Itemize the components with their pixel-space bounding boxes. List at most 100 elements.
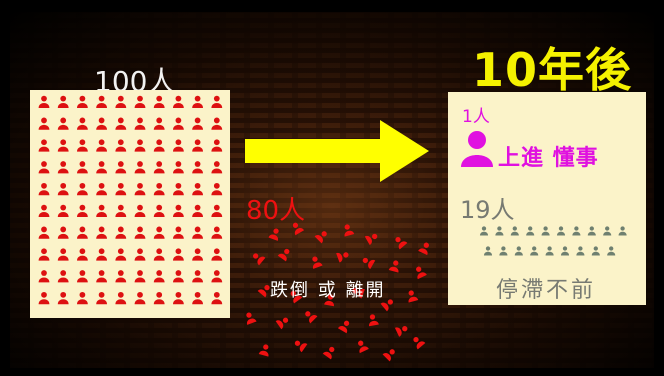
person-icon — [369, 314, 379, 327]
person-icon — [305, 311, 318, 324]
person-icon — [153, 117, 165, 130]
person-icon — [153, 226, 165, 239]
left-behind-caption: 跌倒 或 離開 — [270, 280, 386, 301]
person-icon — [77, 291, 88, 305]
person-icon — [57, 226, 69, 239]
middle-count-label: 19人 — [460, 196, 515, 224]
person-icon — [77, 161, 88, 174]
person-icon — [57, 291, 69, 305]
person-icon — [275, 317, 289, 330]
person-icon — [545, 246, 554, 256]
person-icon — [38, 182, 50, 196]
person-icon — [337, 320, 350, 334]
person-icon — [479, 226, 489, 236]
person-icon — [576, 246, 585, 256]
person-icon — [115, 226, 127, 239]
person-icon — [483, 246, 493, 256]
slide-title: 10年後 — [472, 43, 633, 97]
person-icon — [134, 226, 146, 239]
person-icon — [211, 182, 223, 196]
group-panel-100 — [30, 90, 230, 318]
person-icon — [352, 288, 365, 299]
person-icon — [77, 248, 88, 261]
person-icon — [413, 337, 426, 350]
person-icon — [461, 131, 493, 167]
person-icon — [96, 270, 107, 283]
person-icon — [96, 95, 107, 108]
person-icon — [192, 204, 203, 217]
person-icon — [192, 161, 203, 174]
person-icon — [211, 270, 223, 283]
person-icon — [173, 117, 184, 130]
person-icon — [115, 248, 127, 261]
person-icon — [192, 291, 203, 305]
person-icon — [38, 204, 50, 217]
person-icon — [134, 95, 146, 108]
person-icon — [96, 226, 107, 239]
person-icon — [115, 117, 127, 130]
person-icon — [495, 226, 504, 236]
person-icon — [134, 248, 146, 261]
person-icon — [96, 182, 107, 196]
person-icon — [211, 204, 223, 217]
person-icon — [96, 291, 107, 305]
person-icon — [336, 252, 349, 263]
person-icon — [77, 95, 88, 108]
person-icon — [96, 248, 107, 261]
person-icon — [57, 139, 69, 152]
top-count-label: 1人 — [462, 107, 490, 127]
person-icon — [510, 226, 519, 236]
person-icon — [416, 266, 427, 280]
person-icon — [418, 242, 429, 256]
person-icon — [173, 95, 184, 108]
person-icon — [96, 204, 107, 217]
person-icon — [134, 182, 146, 196]
person-icon — [192, 182, 203, 196]
person-icon — [382, 349, 395, 362]
person-icon — [362, 257, 376, 270]
person-icon — [77, 139, 88, 152]
person-icon — [153, 270, 165, 283]
person-icon — [514, 246, 523, 256]
left-behind-count-label: 80人 — [246, 196, 306, 226]
person-icon — [541, 226, 550, 236]
person-icon — [211, 139, 223, 152]
arrow-right-icon — [245, 120, 429, 182]
person-icon — [57, 248, 69, 261]
person-icon — [173, 226, 184, 239]
person-icon — [358, 340, 369, 354]
person-icon — [153, 139, 165, 152]
person-icon — [364, 233, 378, 246]
person-icon — [395, 237, 408, 250]
person-icon — [153, 95, 165, 108]
person-icon — [192, 226, 203, 239]
person-icon — [192, 248, 203, 261]
person-icon — [96, 139, 107, 152]
person-icon — [173, 270, 184, 283]
person-icon — [388, 260, 399, 273]
person-icon — [211, 161, 223, 174]
person-icon — [603, 226, 612, 236]
person-icon — [257, 285, 270, 298]
top-caption: 上進 懂事 — [498, 146, 599, 171]
person-icon — [253, 253, 266, 266]
person-icon — [211, 226, 223, 239]
person-icon — [77, 226, 88, 239]
person-icon — [134, 204, 146, 217]
person-icon — [556, 226, 566, 236]
person-icon — [530, 246, 539, 256]
person-icon — [380, 299, 393, 312]
person-icon — [268, 228, 279, 241]
person-icon — [115, 182, 127, 196]
result-panel — [448, 92, 646, 305]
person-icon — [115, 139, 127, 152]
people-grid-19 — [479, 226, 627, 256]
person-icon — [77, 117, 88, 130]
person-icon — [618, 226, 627, 236]
person-icon — [38, 117, 50, 130]
person-icon — [38, 161, 50, 174]
people-grid-100 — [38, 95, 223, 305]
person-icon — [192, 95, 203, 108]
